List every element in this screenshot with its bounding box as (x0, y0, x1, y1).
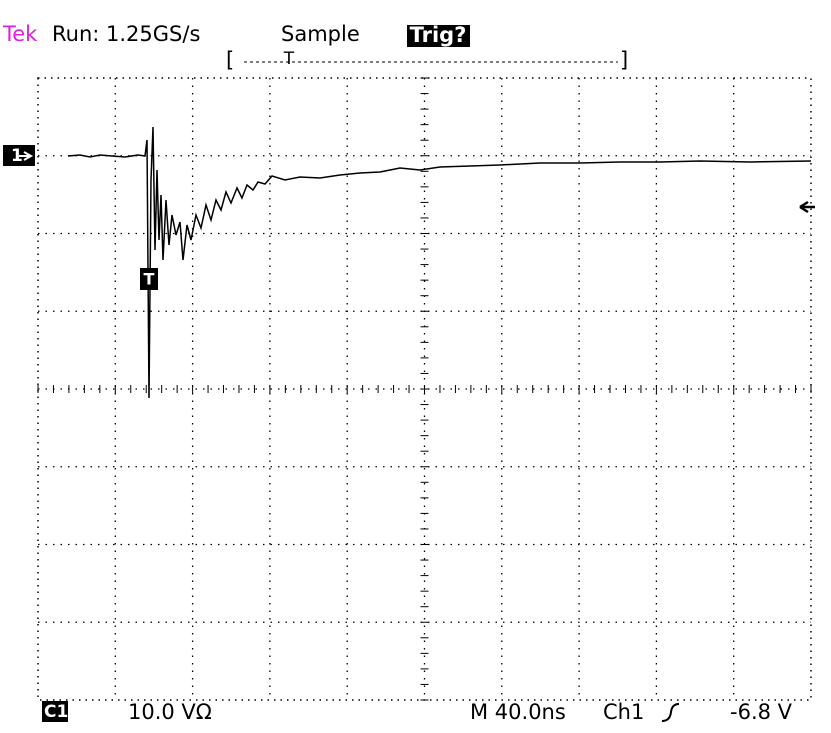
record-bracket: [ (226, 48, 234, 72)
trigger-marker: T (144, 270, 155, 289)
channel-marker: 1 (11, 146, 23, 166)
trigger-status: Trig? (410, 23, 467, 47)
level-arrow (799, 200, 815, 214)
run-status: Run: 1.25GS/s (52, 22, 200, 46)
trigger-source: Ch1 (603, 700, 644, 724)
channel-box (42, 701, 68, 722)
trigger-slope (661, 703, 680, 722)
graticule-border (37, 77, 812, 701)
vertical-scale: 10.0 VΩ (128, 700, 212, 724)
channel: C1 (44, 702, 68, 722)
channel-arrow (19, 151, 34, 161)
trigger-level: -6.8 V (730, 700, 793, 724)
brand: Tek (2, 22, 38, 46)
acq-mode: Sample (281, 22, 360, 46)
trigger-marker-box (140, 268, 158, 290)
waveform (67, 126, 812, 399)
graticule (37, 77, 812, 701)
timebase: M 40.0ns (470, 700, 566, 724)
record-trigger: T (283, 49, 295, 69)
record-bracket: ] (620, 48, 628, 72)
trigger-box (407, 25, 470, 47)
